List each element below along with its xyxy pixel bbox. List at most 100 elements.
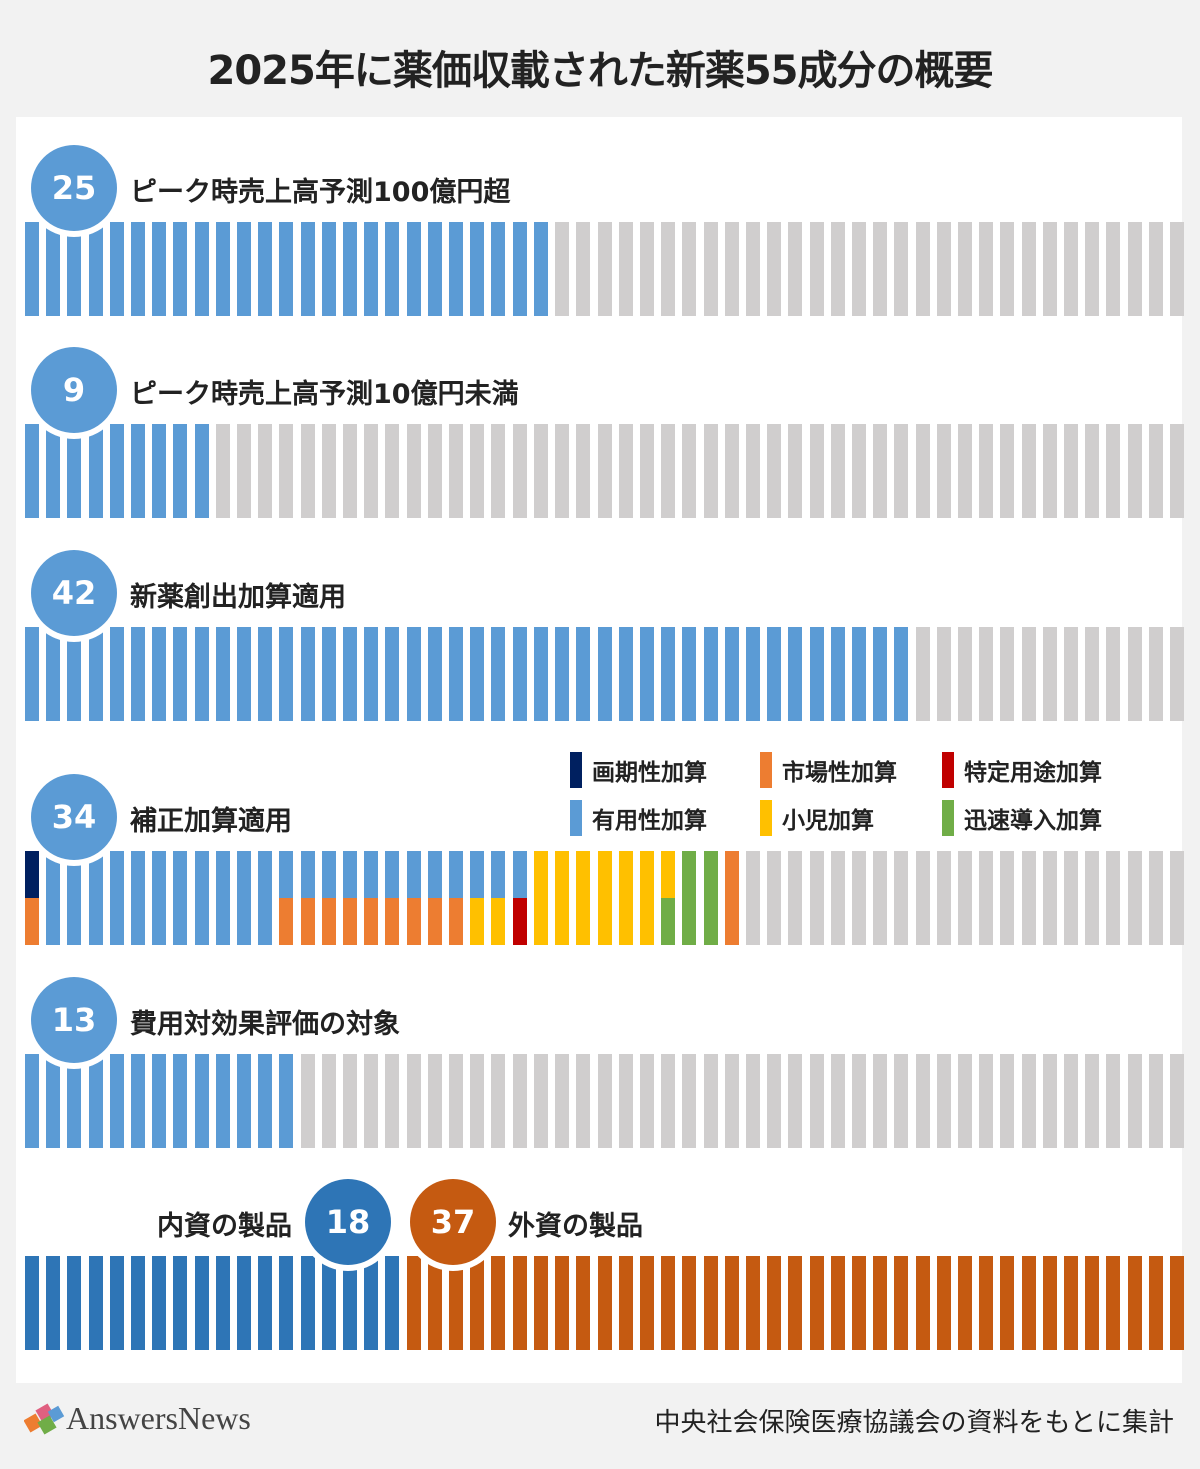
empty-bar [915,222,930,316]
empty-bar [343,424,358,518]
value-bar [576,627,591,721]
empty-bar [300,424,315,518]
empty-bar [851,851,866,945]
value-bar [279,627,294,721]
count-badge: 42 [31,550,117,636]
value-bar [279,222,294,316]
row-label: 補正加算適用 [130,806,292,837]
empty-bar [979,851,994,945]
bar-top-segment [470,851,485,898]
empty-bar [576,222,591,316]
domestic-bar [321,1256,336,1350]
empty-bar [767,424,782,518]
empty-bar [767,851,782,945]
empty-bar [1063,851,1078,945]
empty-bar [639,424,654,518]
foreign-bar [533,1256,548,1350]
value-bar [555,627,570,721]
foreign-bar [1021,1256,1036,1350]
domestic-bar [25,1256,39,1350]
empty-bar [1127,851,1142,945]
empty-bar [809,222,824,316]
empty-bar [215,424,230,518]
value-bar [88,851,103,945]
row-label: 費用対効果評価の対象 [130,1009,400,1040]
value-bar [321,627,336,721]
empty-bar [1106,627,1121,721]
empty-bar [618,1054,633,1148]
value-bar [131,424,146,518]
empty-bar [809,851,824,945]
domestic-bar [152,1256,167,1350]
value-bar [279,1054,294,1148]
value-bar [215,627,230,721]
empty-bar [830,424,845,518]
empty-bar [682,1054,697,1148]
empty-bar [873,222,888,316]
domestic-bar [343,1256,358,1350]
value-bar [385,851,400,945]
empty-bar [406,424,421,518]
empty-bar [915,424,930,518]
empty-bar [682,222,697,316]
empty-bar [682,424,697,518]
empty-bar [1042,851,1057,945]
value-bar [300,851,315,945]
foreign-bar [1170,1256,1184,1350]
legend-swatch [942,752,954,788]
row-label: 新薬創出加算適用 [130,582,346,613]
value-bar [152,851,167,945]
value-bar [279,851,294,945]
empty-bar [597,222,612,316]
domestic-bar [46,1256,61,1350]
value-bar [25,424,39,518]
empty-bar [894,222,909,316]
domestic-bar [67,1256,82,1350]
empty-bar [470,1054,485,1148]
value-bar [427,222,442,316]
value-bar [661,851,676,945]
bar-bottom-segment [406,898,421,945]
legend-item: 迅速導入加算 [942,800,1102,836]
legend-item: 特定用途加算 [942,752,1102,788]
bar-top-segment [321,851,336,898]
value-bar [258,222,273,316]
bar-top-segment [406,851,421,898]
legend-swatch [570,800,582,836]
foreign-bar [576,1256,591,1350]
value-bar [67,851,82,945]
foreign-bar [1042,1256,1057,1350]
foreign-bar [873,1256,888,1350]
empty-bar [449,424,464,518]
empty-bar [1106,1054,1121,1148]
value-bar [237,627,252,721]
value-bar [88,424,103,518]
empty-bar [237,424,252,518]
value-bar [894,627,909,721]
empty-bar [1021,627,1036,721]
value-bar [449,627,464,721]
domestic-bar [237,1256,252,1350]
value-bar [88,627,103,721]
value-bar [406,851,421,945]
legend-swatch [760,752,772,788]
value-bar [131,851,146,945]
empty-bar [1170,851,1184,945]
value-bar [449,222,464,316]
value-bar [576,851,591,945]
legend-label: 特定用途加算 [964,760,1102,786]
empty-bar [809,1054,824,1148]
empty-bar [661,222,676,316]
legend-swatch [942,800,954,836]
bar-bottom-segment [385,898,400,945]
domestic-bar [258,1256,273,1350]
chart-panel [16,117,1182,1383]
empty-bar [957,627,972,721]
value-bar [512,851,527,945]
value-bar [873,627,888,721]
domestic-bar [300,1256,315,1350]
value-bar [809,627,824,721]
bar-top-segment [449,851,464,898]
empty-bar [724,424,739,518]
value-bar [173,222,188,316]
